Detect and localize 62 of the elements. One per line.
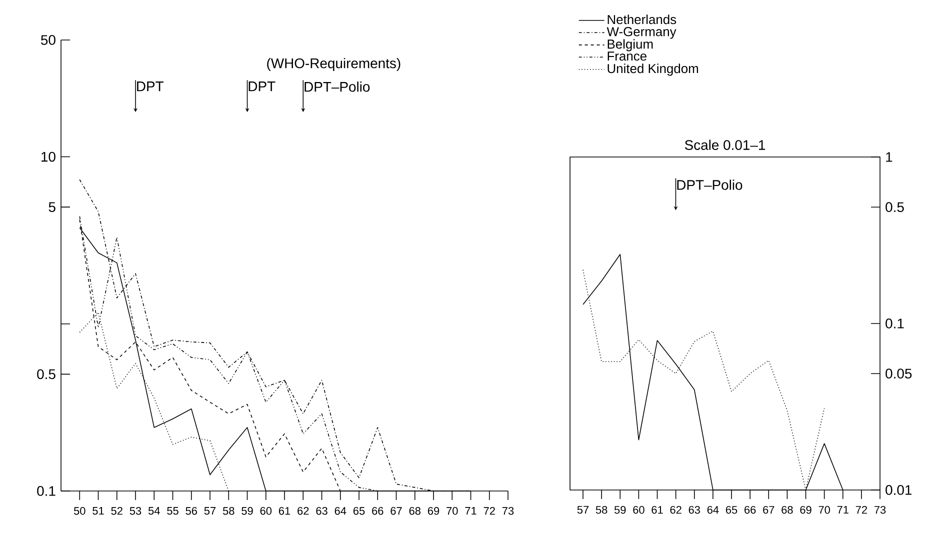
- x-tick-label: 67: [763, 506, 774, 514]
- x-tick-label: 64: [707, 506, 719, 514]
- x-tick-label: 59: [242, 507, 253, 515]
- x-tick-label: 68: [409, 507, 420, 515]
- legend-label: France: [608, 52, 646, 61]
- x-tick-label: 71: [465, 507, 476, 515]
- x-tick-label: 72: [856, 506, 867, 514]
- x-tick-label: 58: [222, 507, 234, 515]
- annotation: DPT–Polio: [304, 82, 370, 92]
- x-tick-label: 52: [111, 507, 122, 515]
- chart-title: Scale 0.01–1: [684, 140, 766, 150]
- x-tick-label: 65: [726, 506, 738, 514]
- x-tick-label: 69: [428, 507, 440, 515]
- x-tick-label: 56: [186, 507, 197, 515]
- x-tick-label: 55: [167, 507, 178, 515]
- x-tick-label: 63: [316, 507, 328, 515]
- y-tick-label: 0.01: [886, 485, 912, 495]
- annotation: DPT: [248, 82, 276, 92]
- y-tick-label: 1: [886, 152, 892, 162]
- x-tick-label: 57: [204, 507, 216, 515]
- x-tick-label: 61: [278, 507, 290, 515]
- x-tick-label: 68: [782, 506, 793, 514]
- x-tick-label: 70: [818, 506, 830, 514]
- x-tick-label: 58: [596, 506, 608, 514]
- x-tick-label: 73: [502, 507, 514, 515]
- y-tick-label: 0.1: [37, 486, 56, 496]
- x-tick-label: 66: [372, 507, 384, 515]
- x-tick-label: 72: [484, 507, 495, 515]
- y-tick-label: 0.05: [886, 368, 912, 379]
- x-tick-label: 65: [353, 507, 365, 515]
- y-tick-label: 10: [42, 152, 56, 162]
- y-tick-label: 50: [41, 35, 56, 45]
- x-tick-label: 69: [800, 506, 812, 514]
- annotation: DPT–Polio: [677, 180, 742, 190]
- x-tick-label: 60: [633, 506, 644, 514]
- y-tick-label: 0.5: [37, 369, 56, 380]
- x-tick-label: 73: [874, 506, 886, 514]
- x-tick-label: 57: [577, 506, 589, 514]
- y-tick-label: 5: [48, 202, 56, 212]
- x-tick-label: 70: [446, 507, 458, 515]
- y-tick-label: 0.5: [886, 202, 904, 212]
- x-tick-label: 50: [74, 507, 86, 515]
- x-tick-label: 54: [148, 507, 160, 515]
- x-tick-label: 63: [688, 506, 700, 514]
- x-tick-label: 62: [670, 506, 682, 514]
- legend-label: Netherlands: [608, 14, 676, 24]
- x-tick-label: 66: [744, 506, 756, 514]
- x-tick-label: 51: [92, 507, 104, 515]
- x-tick-label: 67: [390, 507, 402, 515]
- x-tick-label: 59: [614, 506, 626, 514]
- legend-label: W-Germany: [606, 27, 676, 39]
- y-tick-label: 0.1: [886, 318, 904, 328]
- x-tick-label: 62: [298, 507, 309, 515]
- legend-label: Belgium: [608, 39, 653, 52]
- annotation: DPT: [137, 82, 164, 92]
- x-tick-label: 64: [334, 507, 346, 515]
- x-tick-label: 53: [130, 507, 142, 515]
- x-tick-label: 71: [837, 506, 848, 514]
- legend-label: United Kingdom: [608, 64, 698, 76]
- x-tick-label: 60: [260, 507, 272, 515]
- annotation: (WHO-Requirements): [267, 58, 400, 72]
- x-tick-label: 61: [652, 506, 663, 514]
